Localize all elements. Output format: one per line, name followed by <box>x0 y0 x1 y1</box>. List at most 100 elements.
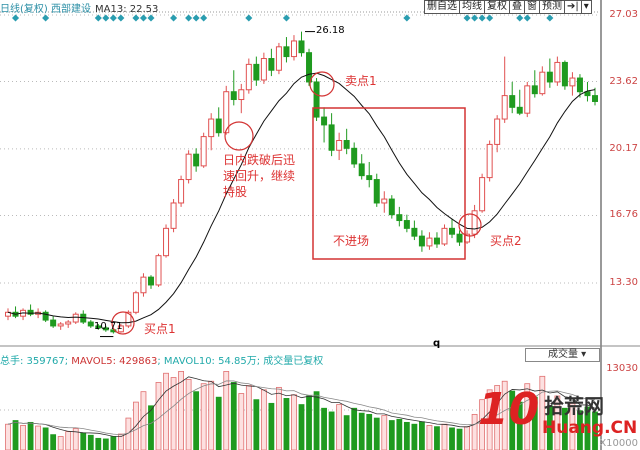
sell-point-1-label: 卖点1 <box>345 74 377 88</box>
volume-bar-down <box>148 405 154 450</box>
volume-bar-down <box>42 427 49 450</box>
more-dropdown-icon[interactable]: ▾ <box>583 1 589 12</box>
volume-bar-up <box>155 382 162 450</box>
mavol10-value: MAVOL10: 54.85万 <box>163 356 257 367</box>
candle-down <box>298 40 305 54</box>
volume-bar-down <box>253 399 260 450</box>
candle-down <box>509 95 516 108</box>
candle-down <box>313 81 320 118</box>
volume-bar-up <box>426 425 433 450</box>
volume-bar-down <box>403 421 410 450</box>
candle-down <box>516 106 523 114</box>
volume-bar-down <box>27 421 34 450</box>
price-tick: 16.76 <box>609 209 638 220</box>
event-marker <box>200 14 208 22</box>
expand-icon[interactable]: ➔| <box>565 1 582 13</box>
volume-note: 成交量已复权 <box>263 356 324 367</box>
candle-up <box>441 227 448 245</box>
event-marker <box>516 14 524 22</box>
candle-down <box>283 46 290 58</box>
volume-bar-down <box>366 413 373 450</box>
event-marker <box>139 14 147 22</box>
total-volume: 总手: 359767 <box>0 356 65 367</box>
watermark-logo: 10 拾荒网 Huang.CN <box>478 388 637 439</box>
candle-up <box>132 292 139 313</box>
candle-up <box>238 89 245 101</box>
adjust-button[interactable]: 复权 <box>485 1 510 13</box>
volume-bar-up <box>464 426 470 450</box>
candle-down <box>584 91 591 97</box>
volume-bar-down <box>343 415 350 450</box>
candle-up <box>260 58 267 81</box>
volume-bar-up <box>35 425 42 450</box>
event-marker <box>282 14 290 22</box>
volume-bar-down <box>313 391 320 450</box>
buy-point-1-label: 买点1 <box>144 322 176 336</box>
candle-up <box>494 118 501 145</box>
volume-bar-down <box>80 432 87 450</box>
forecast-button[interactable]: 预测 <box>540 1 565 13</box>
volume-bar-down <box>321 407 327 450</box>
candle-down <box>418 235 425 247</box>
ma13-line <box>7 72 596 324</box>
candle-up <box>336 140 343 151</box>
candle-down <box>253 63 260 81</box>
event-marker <box>11 14 20 22</box>
event-marker <box>132 14 140 22</box>
candle-down <box>403 220 410 229</box>
candle-down <box>193 153 200 167</box>
volume-bar-up <box>223 371 230 450</box>
candle-up <box>163 227 170 257</box>
candle-up <box>471 210 478 235</box>
volume-bar-down <box>230 382 237 450</box>
volume-bar-down <box>283 398 290 450</box>
candle-down <box>50 319 57 327</box>
candle-up <box>539 71 546 95</box>
price-tick: 13.30 <box>609 277 638 288</box>
stock-name: 西部建设 <box>51 4 91 15</box>
candle-down <box>147 276 154 286</box>
event-marker <box>94 14 102 22</box>
candle-up <box>155 255 162 286</box>
candle-up <box>72 313 79 323</box>
candle-up <box>290 40 297 58</box>
volume-bar-up <box>336 404 343 450</box>
candle-up <box>381 198 388 204</box>
candle-down <box>433 237 440 245</box>
volume-bar-up <box>441 423 448 450</box>
volume-bar-up <box>291 394 297 450</box>
indicator-dropdown[interactable]: 成交量 ▾ <box>525 348 600 362</box>
candle-up <box>117 325 124 333</box>
ma-button[interactable]: 均线 <box>460 1 485 13</box>
high-label: 26.18 <box>316 25 345 36</box>
overlay-button[interactable]: 叠 <box>510 1 525 13</box>
no-entry-label: 不进场 <box>333 234 370 248</box>
buy-point-1-circle <box>111 311 135 335</box>
candle-down <box>456 233 463 243</box>
candle-down <box>306 52 313 83</box>
candle-down <box>351 147 358 165</box>
window-button[interactable]: 窗 <box>525 1 540 13</box>
event-marker <box>192 14 200 22</box>
volume-bar-down <box>351 407 358 450</box>
candle-up <box>140 276 147 294</box>
event-marker <box>463 14 471 22</box>
candle-down <box>230 91 237 101</box>
volume-tick: 13030 <box>606 363 638 374</box>
no-entry-box <box>312 107 466 260</box>
candle-down <box>95 325 102 329</box>
volume-bar-up <box>185 378 192 450</box>
remove-watchlist-button[interactable]: 删自选 <box>425 1 460 13</box>
volume-bar-up <box>276 386 282 450</box>
volume-header: 总手: 359767; MAVOL5: 429863; MAVOL10: 54.… <box>0 356 324 367</box>
volume-bar-down <box>358 412 365 450</box>
volume-bar-down <box>87 434 94 450</box>
volume-bar-up <box>245 385 252 450</box>
volume-bar-up <box>72 428 79 450</box>
sell-point-1-circle <box>309 71 335 97</box>
candle-down <box>576 77 583 93</box>
volume-bar-down <box>306 395 312 450</box>
buy-point-2-label: 买点2 <box>490 234 522 248</box>
hold-note-line: 日内跌破后迅 <box>223 153 296 167</box>
